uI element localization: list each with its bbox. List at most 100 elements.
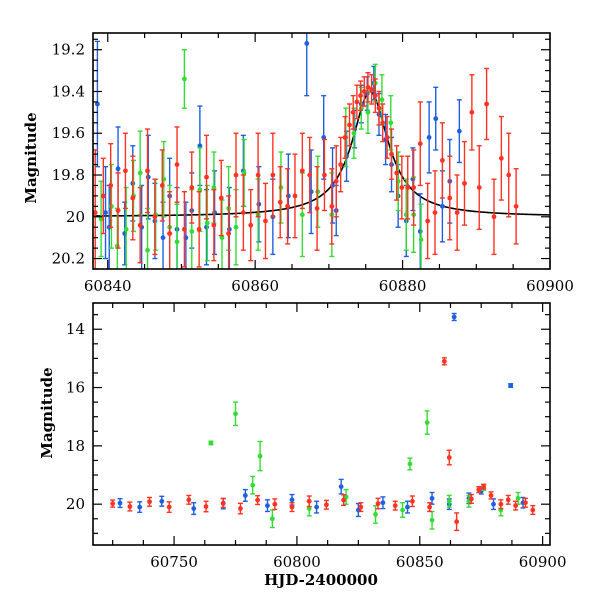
x-tick-label: 60900	[519, 553, 567, 571]
series-2	[110, 357, 536, 532]
data-point	[447, 195, 453, 201]
data-point	[329, 203, 335, 209]
data-point	[233, 172, 239, 178]
data-point	[220, 500, 226, 506]
data-point	[338, 162, 344, 167]
series-0	[117, 312, 526, 518]
data-point	[429, 517, 435, 523]
x-tick-label: 60750	[150, 553, 198, 571]
x-tick-label: 60900	[526, 277, 574, 295]
data-point	[358, 504, 364, 510]
data-point	[417, 141, 423, 147]
data-point	[152, 214, 158, 220]
data-point	[379, 97, 385, 103]
data-point	[211, 222, 217, 228]
series-2	[93, 67, 519, 269]
data-point	[405, 504, 410, 510]
data-point	[376, 105, 382, 111]
data-point	[306, 506, 312, 511]
data-point	[174, 239, 180, 245]
y-tick-label: 20	[66, 208, 85, 226]
data-point	[361, 89, 367, 94]
data-point	[515, 495, 521, 501]
data-point	[174, 162, 180, 167]
data-point	[432, 210, 438, 216]
x-tick-label: 60880	[379, 277, 427, 295]
data-point	[218, 195, 224, 201]
data-point	[103, 210, 108, 216]
data-point	[256, 201, 262, 207]
top-panel: Magnitude 60840 60860 60880 60900 19.2 19.4 19…	[22, 32, 574, 295]
data-point	[498, 155, 504, 161]
data-point	[212, 210, 218, 216]
data-point	[241, 170, 247, 176]
data-point	[399, 185, 405, 190]
data-point	[411, 185, 417, 190]
data-point	[204, 174, 209, 180]
data-point	[145, 168, 150, 174]
data-point	[95, 101, 100, 107]
data-point	[426, 135, 432, 140]
y-tick-label: 20.2	[52, 250, 85, 268]
data-point	[388, 120, 394, 126]
data-point	[373, 511, 378, 517]
y-tick-label: 14	[66, 320, 85, 338]
data-point	[272, 501, 278, 507]
data-point	[123, 226, 129, 232]
data-point	[446, 455, 452, 460]
y-tick-label: 16	[66, 379, 85, 397]
data-point	[93, 210, 98, 216]
data-point	[147, 499, 152, 505]
data-point	[211, 185, 217, 190]
data-point	[278, 185, 284, 190]
data-point	[100, 193, 106, 199]
data-point	[289, 497, 295, 503]
data-point	[358, 93, 363, 99]
data-point	[380, 120, 386, 126]
data-point	[197, 143, 203, 149]
data-point	[159, 183, 165, 188]
data-point	[333, 178, 339, 184]
data-point	[110, 501, 116, 506]
model-curve	[93, 90, 550, 217]
data-point	[488, 493, 494, 498]
data-point	[530, 507, 536, 513]
data-point	[248, 222, 254, 228]
data-point	[196, 226, 202, 232]
data-point	[481, 484, 487, 490]
y-tick-label: 20	[66, 495, 85, 513]
data-point	[513, 503, 519, 509]
bottom-xlabel: HJD-2400000	[264, 571, 378, 589]
data-point	[240, 210, 246, 216]
data-point	[238, 506, 243, 511]
data-point	[269, 516, 275, 522]
data-point	[255, 497, 261, 503]
data-point	[123, 168, 128, 174]
data-point	[380, 500, 386, 506]
data-point	[182, 76, 187, 82]
data-point	[372, 93, 378, 99]
y-tick-label: 19.2	[52, 41, 85, 59]
data-point	[203, 504, 209, 509]
data-point	[400, 507, 405, 513]
data-point	[115, 166, 121, 172]
data-point	[454, 210, 460, 216]
data-point	[137, 170, 143, 176]
data-point	[365, 84, 371, 90]
data-point	[145, 247, 150, 253]
data-point	[369, 86, 375, 92]
data-point	[433, 116, 439, 122]
data-point	[417, 229, 423, 234]
data-point	[508, 383, 514, 388]
data-point	[405, 185, 411, 190]
bottom-panel: Magnitude HJD-2400000 60750 60800 60850 609…	[38, 302, 567, 589]
data-point	[418, 237, 424, 243]
data-point	[392, 503, 398, 509]
data-point	[270, 172, 276, 178]
data-point	[439, 157, 445, 163]
data-point	[186, 497, 192, 503]
data-point	[506, 172, 512, 178]
data-point	[306, 498, 312, 504]
data-point	[204, 224, 209, 230]
